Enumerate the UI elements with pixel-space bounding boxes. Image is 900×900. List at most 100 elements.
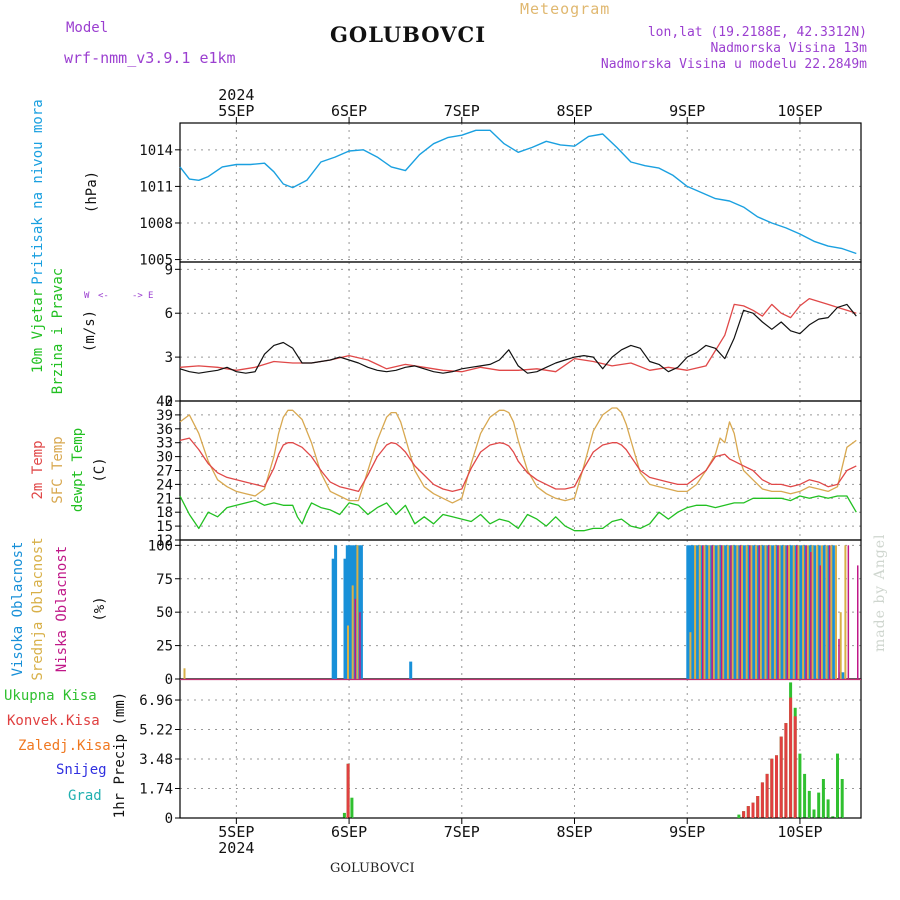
- y-tick-label: 12: [156, 533, 173, 549]
- dir-legend-arrow-left: <-: [98, 291, 109, 301]
- sfc-temp-line: [179, 407, 857, 504]
- day-label-top: 8SEP: [556, 102, 592, 120]
- cloud-bar: [705, 545, 709, 679]
- cloud-bar: [731, 545, 734, 679]
- cloud-bar: [773, 545, 776, 679]
- cloud-bar: [741, 545, 743, 679]
- cloud-bar: [738, 545, 741, 679]
- precip-legend-item: Zaledj.Kisa: [18, 738, 111, 754]
- precip-legend-item: Ukupna Kisa: [4, 688, 97, 704]
- dir-legend-arrow-right: ->: [132, 291, 143, 301]
- cloud-bar: [830, 545, 833, 679]
- cloud-bar: [831, 545, 835, 679]
- cloud-bar: [750, 545, 753, 679]
- cloud-bar: [695, 545, 699, 679]
- cloud-bar: [816, 545, 819, 679]
- cloud-bar: [745, 545, 748, 679]
- cloud-bar: [343, 558, 347, 679]
- cloud-bar: [739, 545, 742, 679]
- y-tick-label: 5.22: [139, 723, 173, 739]
- cloud-bar: [761, 545, 765, 679]
- panel-frame: [179, 261, 862, 402]
- cloud-bar: [841, 672, 845, 679]
- precip-bar: [770, 758, 774, 818]
- precip-bar: [789, 697, 793, 818]
- cloud-bar: [730, 545, 732, 679]
- precip-bar: [784, 723, 788, 818]
- precip-bar: [807, 790, 811, 818]
- pressure-axis-title: Pritisak na nivou mora: [30, 99, 46, 284]
- cloud-bar: [775, 545, 779, 679]
- cloud-bar: [334, 545, 338, 679]
- cloud-bar: [711, 545, 713, 679]
- precip-bar: [817, 792, 821, 818]
- cloud-bar: [747, 545, 751, 679]
- day-label-bottom: 9SEP: [669, 823, 705, 841]
- cloud-bar: [714, 545, 718, 679]
- y-tick-label: 3.48: [139, 752, 173, 768]
- cloud-series-low: [354, 545, 859, 679]
- y-tick-label: 75: [156, 572, 173, 588]
- panel-wind: 0 3 6 9: [165, 261, 862, 410]
- cloud-bar: [769, 545, 772, 679]
- y-tick-label: 15: [156, 519, 173, 535]
- cloud-bar: [331, 558, 335, 679]
- y-tick-label: 36: [156, 422, 173, 438]
- cloud-bar: [778, 545, 781, 679]
- y-tick-label: 9: [165, 262, 173, 278]
- y-tick-label: 6.96: [139, 693, 173, 709]
- cloud-bar: [694, 545, 697, 679]
- cloud-bar: [719, 545, 723, 679]
- day-label-bottom: 6SEP: [331, 823, 367, 841]
- panel-pressure: 1005 1008 1011 1014: [139, 122, 862, 269]
- precip-bar: [840, 779, 844, 818]
- y-tick-label: 0: [165, 811, 173, 827]
- precip-bar: [760, 782, 764, 818]
- precip-axis-title: 1hr Precip (mm): [112, 692, 128, 818]
- temp-axis-unit: (C): [92, 457, 108, 482]
- cloud-bar: [700, 545, 704, 679]
- cloud-bar: [796, 545, 798, 679]
- cloud-bar: [691, 545, 694, 679]
- precip-bar: [746, 806, 750, 818]
- cloud-bar: [357, 545, 361, 679]
- cloud-bar: [703, 545, 706, 679]
- day-label-top: 10SEP: [777, 102, 822, 120]
- cloud-bar: [822, 545, 826, 679]
- y-tick-label: 39: [156, 408, 173, 424]
- precip-bar: [836, 753, 839, 818]
- precip-legend-item: Konvek.Kisa: [7, 713, 100, 729]
- wind-axis-subtitle: Brzina i Pravac: [50, 268, 66, 394]
- cloud-bar: [797, 545, 800, 679]
- cloud-bar: [345, 545, 349, 679]
- dewpt-axis-title: dewpt Temp: [70, 428, 86, 512]
- y-tick-label: 1.74: [139, 782, 173, 798]
- cloud-bar: [723, 545, 727, 679]
- cloud-series-mid: [183, 545, 847, 679]
- y-tick-label: 1014: [139, 143, 173, 159]
- y-tick-label: 21: [156, 491, 173, 507]
- day-label-bottom: 8SEP: [556, 823, 592, 841]
- made-by-watermark: made by Angel: [872, 533, 888, 653]
- cloud-bar: [844, 545, 847, 679]
- cloud-bar: [348, 545, 352, 679]
- precip-bar: [826, 799, 830, 818]
- low-cloud-axis-title: Niska Oblacnost: [54, 546, 70, 672]
- wind-speed-line: [179, 303, 857, 374]
- day-label-top: 9SEP: [669, 102, 705, 120]
- precip-bar: [346, 763, 350, 818]
- cloud-bar: [788, 545, 790, 679]
- precip-bar: [350, 797, 354, 818]
- day-label-top: 7SEP: [444, 102, 480, 120]
- cloud-bar: [805, 545, 807, 679]
- cloud-bar: [813, 545, 817, 679]
- cloud-bar: [777, 545, 779, 679]
- cloud-bar: [780, 545, 784, 679]
- precip-bar: [831, 816, 835, 818]
- cloud-bar: [347, 625, 349, 679]
- cloud-bar: [356, 545, 359, 679]
- cloud-bar: [409, 661, 413, 679]
- y-tick-label: 25: [156, 639, 173, 655]
- cloud-bar: [838, 638, 840, 679]
